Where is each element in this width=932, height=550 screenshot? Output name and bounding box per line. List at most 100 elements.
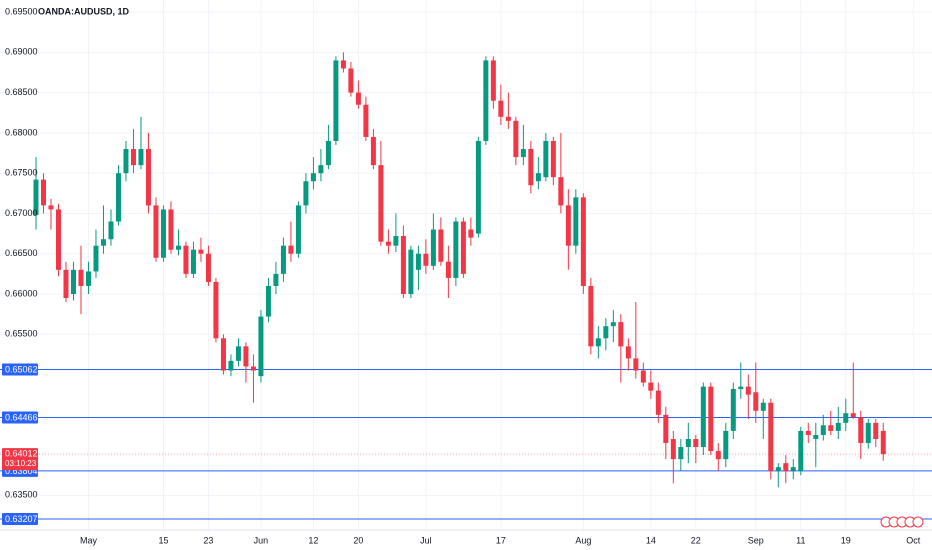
candle-body — [460, 221, 466, 274]
candle-body — [160, 209, 166, 258]
y-tick-label: 0.63500 — [5, 490, 38, 500]
candle-body — [220, 338, 226, 371]
candle-body — [400, 236, 406, 294]
x-tick-label: Jun — [254, 535, 269, 545]
candle-body — [85, 271, 91, 286]
candle-body — [318, 165, 324, 174]
candle-body — [243, 346, 249, 367]
candle-body — [423, 253, 429, 266]
candle-body — [498, 100, 504, 117]
candle-body — [558, 177, 564, 206]
price-label: 0.65062 — [5, 364, 38, 374]
candle-body — [273, 273, 279, 286]
current-price-label: 0.64012 — [5, 448, 38, 458]
candle-body — [288, 245, 294, 254]
y-tick-label: 0.69000 — [5, 47, 38, 57]
candles — [33, 52, 886, 488]
candle-body — [685, 438, 691, 448]
candle-body — [445, 261, 451, 278]
candle-body — [835, 422, 841, 431]
y-tick-label: 0.67000 — [5, 208, 38, 218]
candle-body — [625, 346, 631, 359]
candle-body — [93, 245, 99, 272]
x-tick-label: 20 — [353, 535, 363, 545]
candle-body — [78, 269, 84, 286]
candle-body — [708, 386, 714, 452]
candle-body — [198, 249, 204, 254]
price-label: 0.63804 — [5, 466, 38, 476]
candle-body — [745, 386, 751, 395]
x-tick-label: Jul — [420, 535, 432, 545]
candle-body — [655, 390, 661, 415]
candle-body — [535, 173, 541, 182]
price-label-bg — [2, 512, 38, 525]
labels: 0.69500 0.69000 0.68500 0.68000 0.67500 0.670… — [2, 6, 921, 545]
price-label-bg — [2, 411, 38, 424]
flags-icon — [880, 516, 924, 528]
candle-body — [438, 229, 444, 262]
candle-body — [63, 269, 69, 299]
candle-body — [258, 316, 264, 377]
candle-body — [550, 140, 556, 178]
y-tick-label: 0.69500 — [5, 6, 38, 16]
candle-body — [123, 149, 129, 174]
candle-body — [663, 414, 669, 444]
x-tick-label: 12 — [308, 535, 318, 545]
price-label: 0.64466 — [5, 412, 38, 422]
candle-body — [700, 386, 706, 448]
candle-body — [168, 209, 174, 250]
candle-body — [858, 417, 864, 444]
candle-body — [70, 269, 76, 294]
candle-body — [483, 60, 489, 141]
x-tick-label: 17 — [496, 535, 506, 545]
candle-body — [813, 434, 819, 439]
candle-body — [715, 451, 721, 460]
candle-body — [678, 447, 684, 460]
candle-body — [228, 360, 234, 371]
candle-body — [648, 382, 654, 391]
candle-body — [783, 463, 789, 472]
candle-body — [55, 209, 61, 270]
candle-body — [753, 392, 759, 411]
candle-body — [250, 366, 256, 371]
x-tick-label: Oct — [906, 535, 921, 545]
candle-body — [40, 179, 46, 206]
candle-body — [760, 402, 766, 411]
chart-title: OANDA:AUDUSD, 1D — [38, 6, 130, 16]
candle-body — [520, 149, 526, 158]
x-tick-label: 19 — [841, 535, 851, 545]
candle-body — [873, 422, 879, 439]
candle-body — [730, 389, 736, 431]
candle-body — [355, 92, 361, 105]
candle-body — [610, 322, 616, 327]
candle-body — [385, 241, 391, 246]
candle-body — [453, 221, 459, 278]
candle-body — [790, 467, 796, 472]
candle-body — [543, 140, 549, 178]
candle-body — [183, 245, 189, 274]
candle-body — [468, 229, 474, 238]
candle-body — [175, 245, 181, 250]
x-tick-label: Sep — [748, 535, 764, 545]
candle-body — [723, 430, 729, 460]
candle-body — [280, 245, 286, 274]
x-tick-label: 22 — [691, 535, 701, 545]
x-tick-label: 11 — [796, 535, 805, 545]
candle-body — [340, 60, 346, 69]
candle-body — [880, 430, 886, 455]
candle-body — [408, 249, 414, 294]
candle-body — [130, 149, 136, 166]
countdown-label: 03:10:23 — [5, 459, 37, 468]
candle-body — [430, 229, 436, 266]
candle-body — [303, 181, 309, 206]
candle-body — [775, 467, 781, 472]
current-price-bg — [2, 448, 38, 471]
candle-body — [580, 197, 586, 286]
candle-body — [633, 358, 639, 371]
candle-body — [670, 438, 676, 460]
candle-body — [145, 149, 151, 206]
candle-body — [693, 438, 699, 448]
candle-body — [505, 116, 511, 121]
candle-body — [565, 205, 571, 246]
candle-body — [100, 239, 106, 246]
